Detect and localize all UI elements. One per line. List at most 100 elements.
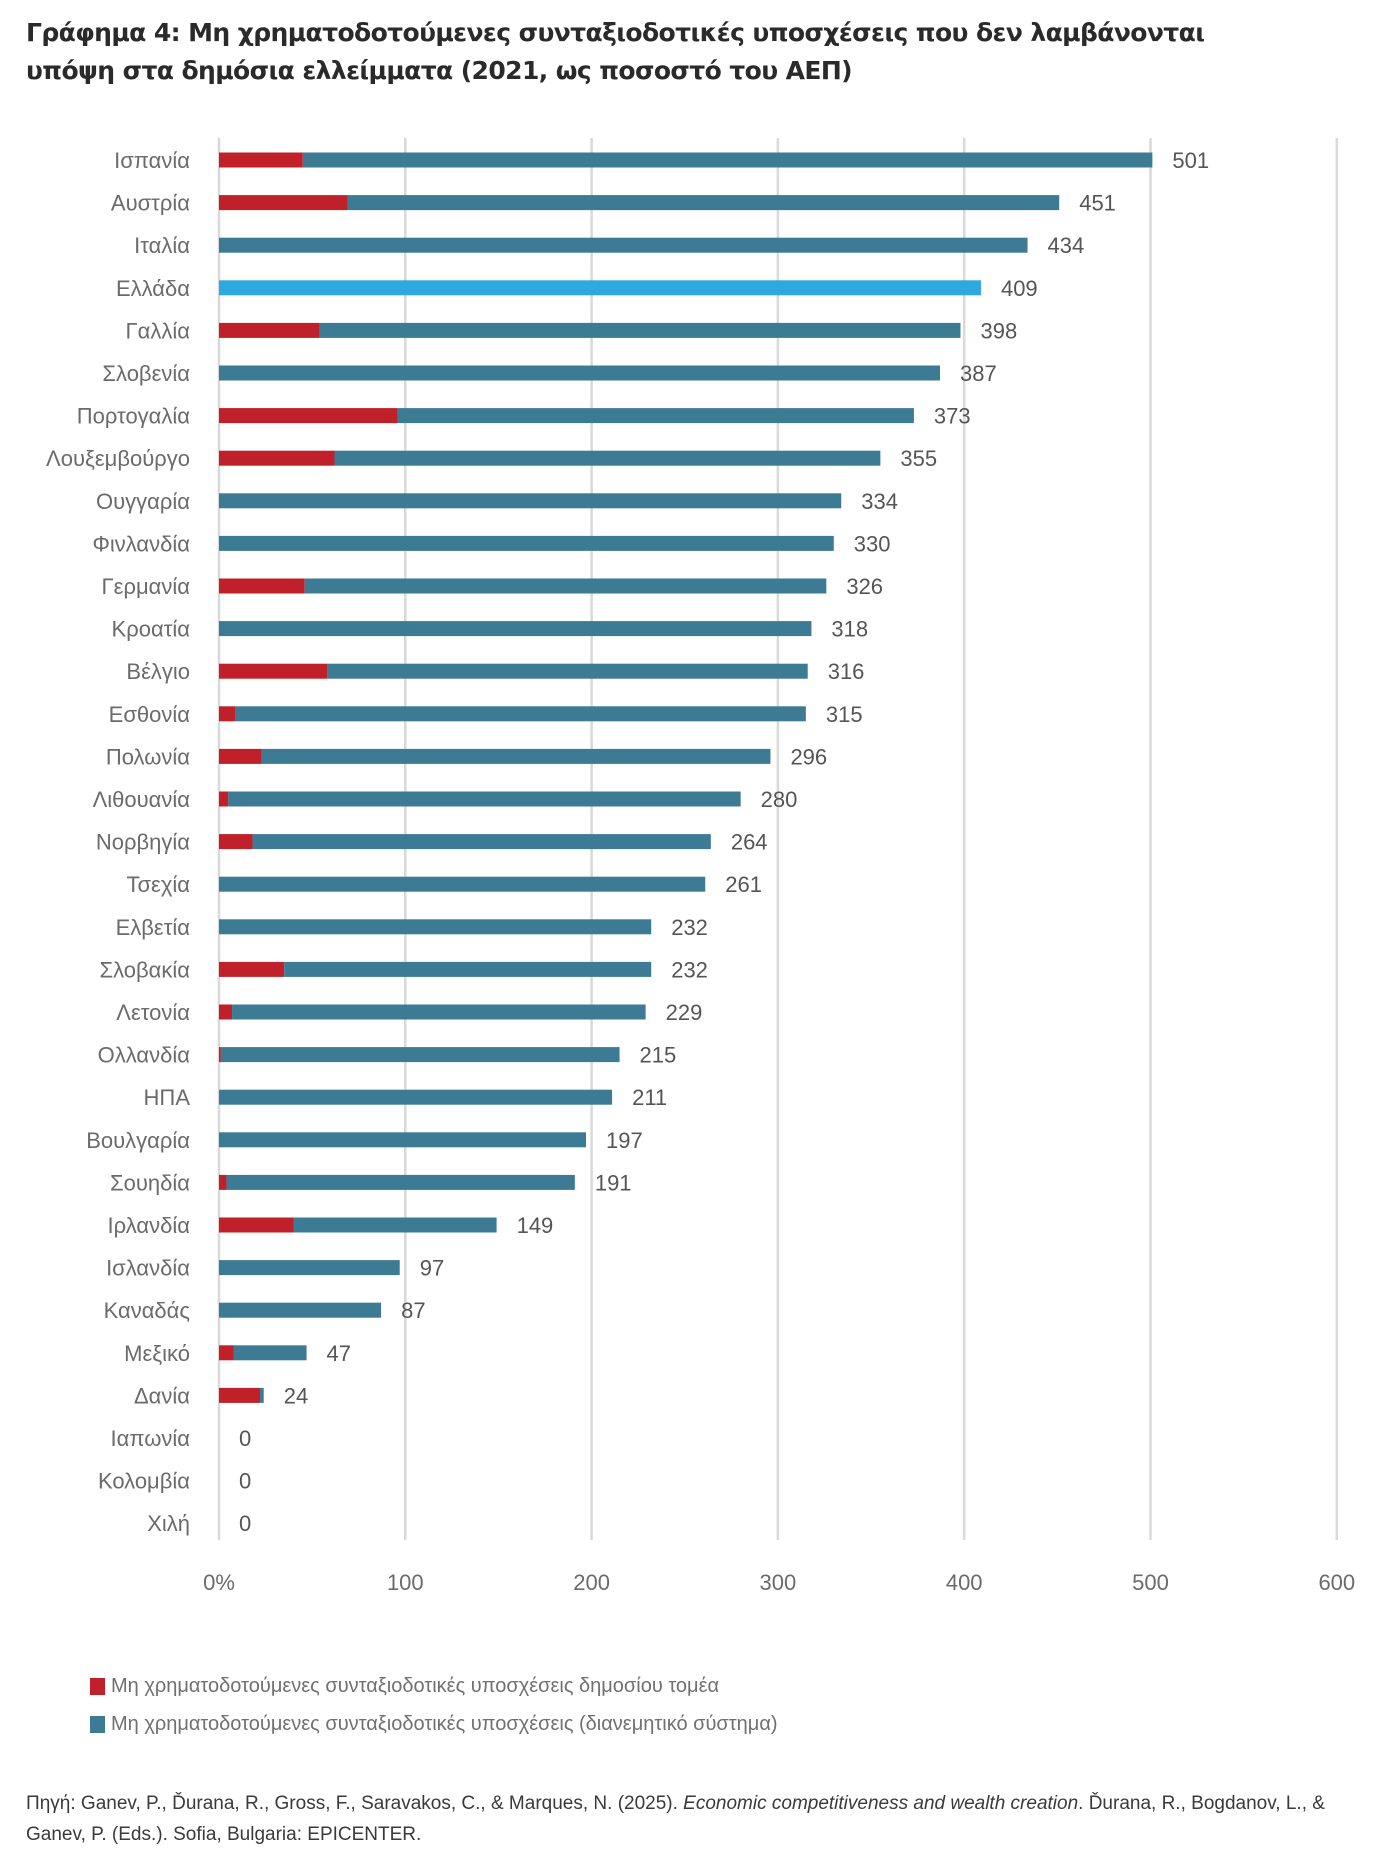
value-label: 434: [1048, 233, 1085, 258]
bar-pay-as-you-go: [219, 535, 834, 551]
bar-public-sector: [219, 1047, 221, 1063]
category-label: Πολωνία: [106, 744, 190, 769]
value-label: 315: [826, 702, 863, 727]
bar-pay-as-you-go: [334, 450, 881, 466]
category-label: Βέλγιο: [126, 659, 190, 684]
chart-title: Γράφημα 4: Μη χρηματοδοτούμενες συνταξιο…: [26, 14, 1366, 90]
bar-public-sector: [219, 1345, 234, 1361]
value-label: 316: [828, 659, 865, 684]
source-title: Economic competitiveness and wealth crea…: [683, 1793, 1079, 1814]
bar-public-sector: [219, 578, 305, 594]
category-label: Εσθονία: [109, 702, 191, 727]
bar-pay-as-you-go: [252, 834, 711, 850]
category-label: Ουγγαρία: [96, 489, 190, 514]
value-label: 149: [517, 1213, 554, 1238]
bar-public-sector: [219, 195, 348, 211]
bar-pay-as-you-go: [319, 322, 961, 338]
bar-pay-as-you-go: [219, 1302, 382, 1318]
value-label: 387: [960, 361, 997, 386]
bar-public-sector: [219, 791, 229, 807]
category-label: Φινλανδία: [92, 531, 190, 556]
bar-public-sector: [219, 408, 398, 424]
bar-pay-as-you-go: [219, 493, 842, 509]
bar-pay-as-you-go: [219, 1260, 400, 1276]
x-tick-label: 500: [1132, 1570, 1169, 1595]
x-tick-label: 200: [573, 1570, 610, 1595]
source-prefix: Πηγή: Ganev, P., Ďurana, R., Gross, F., …: [26, 1793, 684, 1814]
legend: Μη χρηματοδοτούμενες συνταξιοδοτικές υπο…: [90, 1667, 778, 1743]
category-label: Ιρλανδία: [108, 1213, 191, 1238]
value-label: 264: [731, 830, 768, 855]
bar-pay-as-you-go: [226, 1174, 575, 1190]
value-label: 398: [980, 318, 1017, 343]
category-label: Κολομβία: [98, 1469, 190, 1494]
category-label: Δανία: [134, 1383, 190, 1408]
bar-public-sector: [219, 834, 253, 850]
bar-public-sector: [219, 1004, 233, 1020]
bar-pay-as-you-go: [327, 663, 808, 679]
value-label: 261: [725, 872, 762, 897]
category-label: Χιλή: [147, 1511, 190, 1536]
legend-item-public-sector: Μη χρηματοδοτούμενες συνταξιοδοτικές υπο…: [90, 1667, 778, 1705]
x-tick-label: 100: [387, 1570, 424, 1595]
value-label: 355: [900, 446, 937, 471]
bar-pay-as-you-go: [293, 1217, 497, 1233]
value-label: 373: [934, 404, 971, 429]
category-label: Ελβετία: [116, 915, 191, 940]
bar-pay-as-you-go: [347, 195, 1060, 211]
category-label: Σλοβενία: [102, 361, 190, 386]
bar-pay-as-you-go: [397, 408, 914, 424]
bar-pay-as-you-go: [304, 578, 827, 594]
category-label: Σλοβακία: [100, 957, 191, 982]
bar-public-sector: [219, 706, 236, 722]
bar-public-sector: [219, 1174, 227, 1190]
value-label: 24: [284, 1383, 308, 1408]
legend-label: Μη χρηματοδοτούμενες συνταξιοδοτικές υπο…: [111, 1674, 720, 1697]
bar-pay-as-you-go: [219, 919, 652, 935]
bars: [219, 152, 1153, 1403]
chart-title-line-1: Γράφημα 4: Μη χρηματοδοτούμενες συνταξιο…: [26, 18, 1205, 47]
value-label: 229: [666, 1000, 703, 1025]
bar-pay-as-you-go: [219, 876, 706, 892]
value-label: 197: [606, 1128, 643, 1153]
bar-pay-as-you-go: [235, 706, 806, 722]
bar-public-sector: [219, 748, 262, 764]
category-label: Ιταλία: [134, 233, 190, 258]
x-tick-label: 0%: [203, 1570, 235, 1595]
bar-pay-as-you-go: [228, 791, 741, 807]
legend-swatch-red: [90, 1677, 105, 1695]
x-tick-label: 600: [1318, 1570, 1355, 1595]
value-label: 318: [831, 617, 868, 642]
category-label: Ισπανία: [114, 148, 190, 173]
category-label: Λουξεμβούργο: [46, 446, 190, 471]
bar-public-sector: [219, 322, 320, 338]
value-label: 215: [640, 1043, 677, 1068]
value-label: 451: [1079, 191, 1116, 216]
bar-public-sector: [219, 1217, 294, 1233]
value-label: 97: [420, 1256, 444, 1281]
category-label: Ιαπωνία: [111, 1426, 191, 1451]
legend-item-pay-as-you-go: Μη χρηματοδοτούμενες συνταξιοδοτικές υπο…: [90, 1705, 778, 1743]
bar-pay-as-you-go: [233, 1345, 307, 1361]
category-label: ΗΠΑ: [144, 1085, 191, 1110]
value-label: 330: [854, 531, 891, 556]
source-suffix: . Ďurana, R., Bogdanov, L., & Ganev, P. …: [26, 1793, 1325, 1845]
category-label: Ολλανδία: [98, 1043, 191, 1068]
value-label: 409: [1001, 276, 1038, 301]
bar-public-sector: [219, 450, 335, 466]
bar-pay-as-you-go: [261, 748, 771, 764]
category-label: Σουηδία: [110, 1170, 190, 1195]
category-label: Γαλλία: [126, 318, 191, 343]
bar-public-sector: [219, 1387, 260, 1403]
value-label: 232: [671, 915, 708, 940]
bar-pay-as-you-go: [232, 1004, 646, 1020]
category-label: Τσεχία: [126, 872, 190, 897]
legend-swatch-teal: [90, 1715, 105, 1733]
value-label: 211: [632, 1085, 667, 1110]
bar-pay-as-you-go: [302, 152, 1153, 168]
bar-pay-as-you-go: [219, 1089, 613, 1105]
x-axis-ticks: 0% 100 200 300 400 500 600: [203, 1570, 1355, 1595]
category-label: Μεξικό: [124, 1341, 190, 1366]
value-label: 296: [790, 744, 827, 769]
